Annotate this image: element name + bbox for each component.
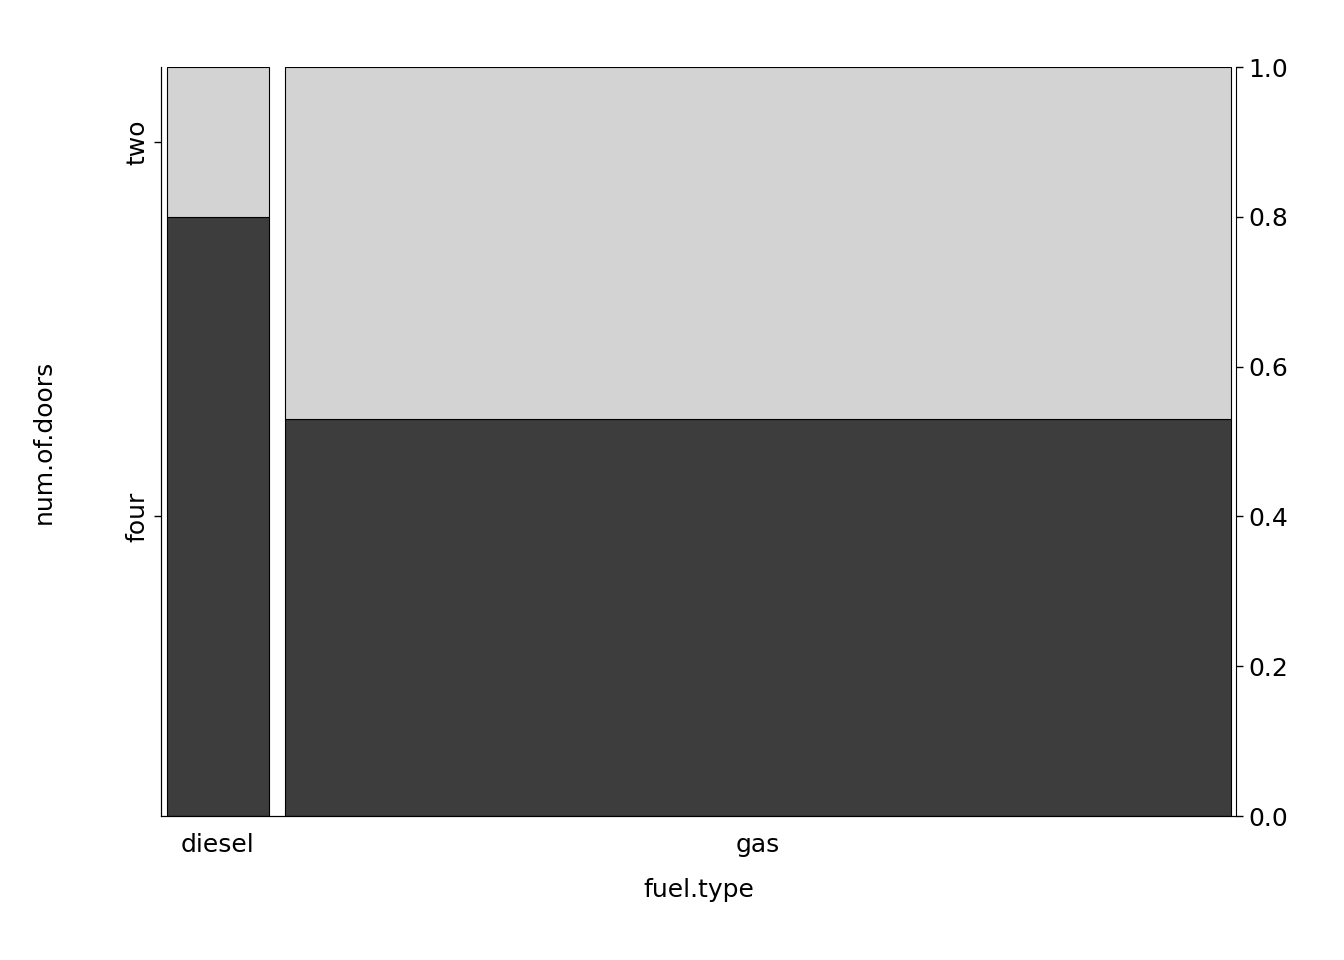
Y-axis label: num.of.doors: num.of.doors — [32, 359, 56, 524]
Bar — [167, 217, 269, 816]
Bar — [285, 67, 1231, 420]
Bar — [285, 420, 1231, 816]
X-axis label: fuel.type: fuel.type — [644, 877, 754, 901]
Bar — [167, 67, 269, 217]
